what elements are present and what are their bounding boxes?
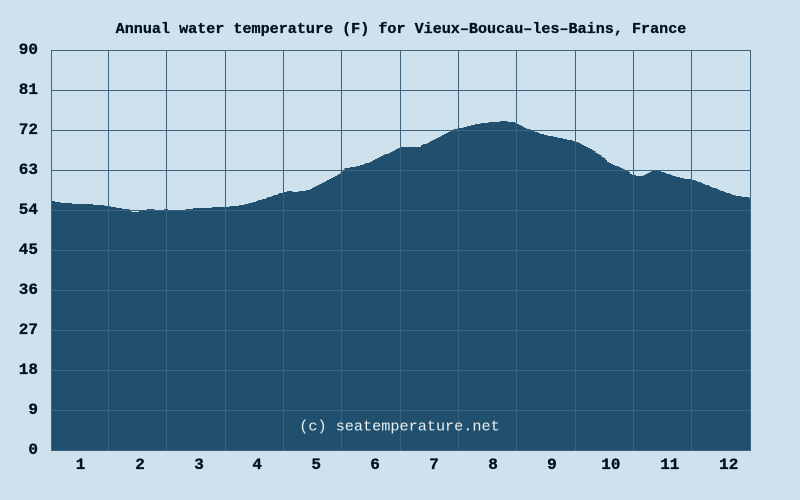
svg-text:54: 54 (19, 201, 39, 219)
svg-text:10: 10 (601, 456, 620, 474)
svg-text:9: 9 (28, 401, 38, 419)
svg-text:Annual water temperature (F) f: Annual water temperature (F) for Vieux–B… (116, 20, 687, 38)
svg-text:2: 2 (135, 456, 145, 474)
svg-text:4: 4 (252, 456, 262, 474)
svg-text:90: 90 (19, 41, 38, 59)
svg-text:72: 72 (19, 121, 38, 139)
svg-text:6: 6 (370, 456, 380, 474)
svg-text:18: 18 (19, 361, 38, 379)
svg-text:9: 9 (547, 456, 557, 474)
svg-text:3: 3 (194, 456, 204, 474)
svg-text:11: 11 (660, 456, 679, 474)
svg-text:81: 81 (19, 81, 38, 99)
svg-text:36: 36 (19, 281, 38, 299)
svg-text:12: 12 (719, 456, 738, 474)
svg-text:1: 1 (76, 456, 86, 474)
svg-text:(c) seatemperature.net: (c) seatemperature.net (299, 418, 500, 436)
svg-text:8: 8 (488, 456, 498, 474)
svg-text:45: 45 (19, 241, 38, 259)
svg-text:0: 0 (28, 441, 38, 459)
svg-text:63: 63 (19, 161, 38, 179)
svg-text:7: 7 (429, 456, 439, 474)
svg-text:5: 5 (311, 456, 321, 474)
svg-text:27: 27 (19, 321, 38, 339)
